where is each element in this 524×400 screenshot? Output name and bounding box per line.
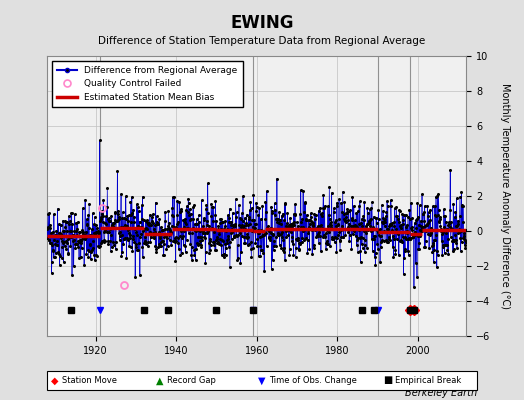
Y-axis label: Monthly Temperature Anomaly Difference (°C): Monthly Temperature Anomaly Difference (… — [500, 83, 510, 309]
Text: ■: ■ — [383, 375, 392, 386]
Text: Record Gap: Record Gap — [167, 376, 215, 385]
Text: Empirical Break: Empirical Break — [395, 376, 461, 385]
Text: Time of Obs. Change: Time of Obs. Change — [269, 376, 357, 385]
Text: ▲: ▲ — [156, 375, 163, 386]
Text: ◆: ◆ — [51, 375, 59, 386]
Text: EWING: EWING — [230, 14, 294, 32]
Text: Berkeley Earth: Berkeley Earth — [405, 388, 477, 398]
Text: ▼: ▼ — [258, 375, 266, 386]
Legend: Difference from Regional Average, Quality Control Failed, Estimated Station Mean: Difference from Regional Average, Qualit… — [52, 60, 243, 107]
Text: Difference of Station Temperature Data from Regional Average: Difference of Station Temperature Data f… — [99, 36, 425, 46]
Text: Station Move: Station Move — [62, 376, 117, 385]
